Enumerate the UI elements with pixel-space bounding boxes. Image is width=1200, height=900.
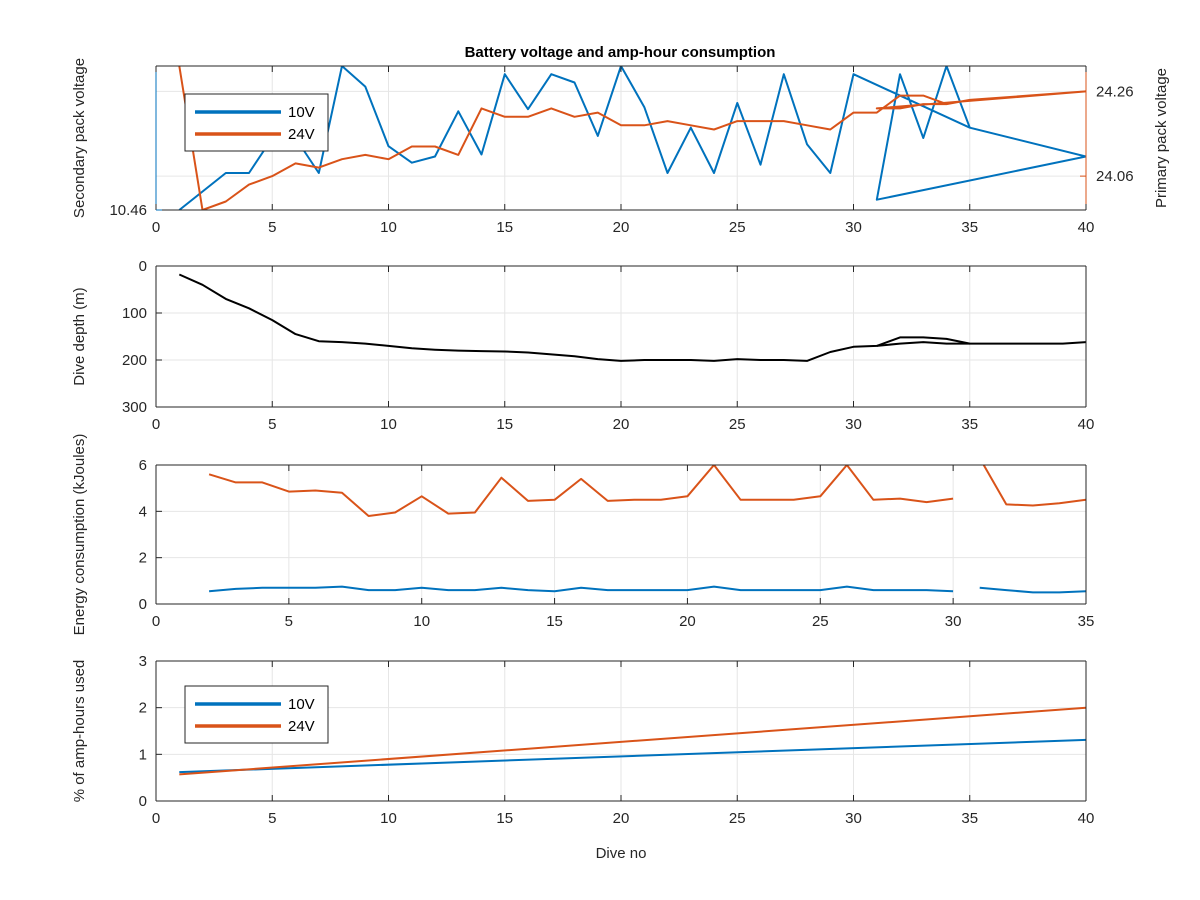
x-tick-label: 30 <box>945 613 962 630</box>
y-tick-label: 100 <box>122 305 147 322</box>
x-tick-label: 10 <box>380 219 397 236</box>
x-tick-label: 5 <box>268 810 276 827</box>
x-tick-label: 30 <box>845 416 862 433</box>
y-tick-label: 200 <box>122 352 147 369</box>
y-tick-label: 3 <box>139 653 147 670</box>
x-tick-label: 20 <box>613 219 630 236</box>
series-line-2 <box>876 336 970 347</box>
legend-box <box>184 93 329 152</box>
series-line-1 <box>982 465 1086 507</box>
subplot-2: 0 5 10 15 20 25 30 35 40 0 100 200 300 Dive depth (m) <box>71 258 1094 433</box>
subplot-3: 0 5 10 15 20 25 30 35 0 2 4 6 Energy consumption (kJ… <box>71 434 1094 636</box>
y-tick-label: 2 <box>139 700 147 717</box>
y-axis-label: Secondary pack voltage <box>71 58 88 218</box>
series-line-10v <box>179 738 1086 774</box>
x-tick-label: 5 <box>285 613 293 630</box>
x-tick-label: 0 <box>152 613 160 630</box>
plot-area <box>156 465 1086 604</box>
legend-box <box>184 685 329 744</box>
x-tick-label: 5 <box>268 219 276 236</box>
y-tick-label: 1 <box>139 746 147 763</box>
x-tick-label: 15 <box>496 416 513 433</box>
series-line-10v <box>178 66 1086 210</box>
x-tick-label: 20 <box>613 416 630 433</box>
y2-tick-label: 24.26 <box>1096 83 1134 100</box>
series-line-24v <box>179 706 1086 776</box>
x-tick-label: 25 <box>729 219 746 236</box>
y-tick-label: 10.46 <box>109 202 147 219</box>
x-tick-label: 15 <box>496 810 513 827</box>
x-tick-label: 10 <box>413 613 430 630</box>
series-line-24v <box>178 66 1086 210</box>
y-tick-label: 2 <box>139 550 147 567</box>
series-line-1 <box>208 465 954 517</box>
x-axis-label: Dive no <box>596 845 647 862</box>
x-tick-label: 20 <box>613 810 630 827</box>
y-tick-label: 0 <box>139 258 147 275</box>
x-tick-label: 40 <box>1078 810 1095 827</box>
x-tick-label: 35 <box>1078 613 1095 630</box>
x-tick-label: 25 <box>812 613 829 630</box>
y-axis-label: % of amp-hours used <box>71 660 88 803</box>
x-tick-label: 35 <box>961 416 978 433</box>
x-tick-label: 40 <box>1078 219 1095 236</box>
x-tick-label: 10 <box>380 810 397 827</box>
legend-label-10v: 10V <box>288 696 315 713</box>
y2-axis-label: Primary pack voltage <box>1153 68 1170 208</box>
x-tick-label: 35 <box>961 219 978 236</box>
legend-label-24v: 24V <box>288 126 315 143</box>
x-tick-label: 0 <box>152 219 160 236</box>
x-tick-label: 20 <box>679 613 696 630</box>
x-tick-label: 30 <box>845 810 862 827</box>
y-tick-label: 6 <box>139 457 147 474</box>
y-axis-label: Dive depth (m) <box>71 287 88 385</box>
subplot-4: 0 5 10 15 20 25 30 35 40 0 1 2 3 % of amp-hours used D… <box>71 653 1094 862</box>
x-tick-label: 15 <box>546 613 563 630</box>
subplot-1: 0 5 10 15 20 25 30 35 40 10.46 24.06 24.26 Secondary… <box>71 58 1170 236</box>
series-line-2 <box>209 585 954 593</box>
figure-title: Battery voltage and amp-hour consumption <box>465 44 776 61</box>
legend-label-10v: 10V <box>288 104 315 121</box>
y-tick-label: 0 <box>139 793 147 810</box>
y-tick-label: 300 <box>122 399 147 416</box>
x-tick-label: 15 <box>496 219 513 236</box>
legend-label-24v: 24V <box>288 718 315 735</box>
y-tick-label: 4 <box>139 503 147 520</box>
series-line-1 <box>178 273 1086 362</box>
y-axis-label: Energy consumption (kJoules) <box>71 434 88 636</box>
x-tick-label: 5 <box>268 416 276 433</box>
x-tick-label: 30 <box>845 219 862 236</box>
x-tick-label: 40 <box>1078 416 1095 433</box>
x-tick-label: 25 <box>729 416 746 433</box>
y2-tick-label: 24.06 <box>1096 168 1134 185</box>
x-tick-label: 10 <box>380 416 397 433</box>
x-tick-label: 0 <box>152 416 160 433</box>
x-tick-label: 35 <box>961 810 978 827</box>
series-line-2 <box>979 586 1086 594</box>
x-tick-label: 25 <box>729 810 746 827</box>
y-tick-label: 0 <box>139 596 147 613</box>
x-tick-label: 0 <box>152 810 160 827</box>
